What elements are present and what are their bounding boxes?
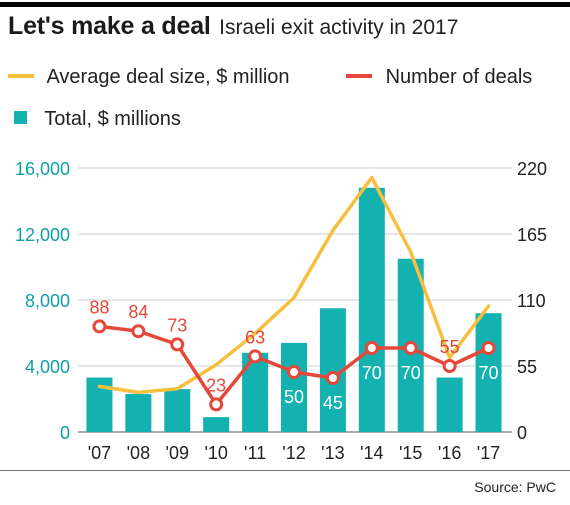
deal-count-label: 23	[206, 375, 226, 395]
deal-count-point	[481, 341, 496, 355]
deal-count-label: 63	[245, 327, 265, 347]
left-axis-tick-label: 4,000	[25, 357, 70, 377]
top-rule	[0, 2, 570, 7]
bars	[86, 187, 502, 432]
lines	[92, 175, 496, 412]
deal-count-point	[364, 341, 379, 355]
deal-count-point	[403, 341, 418, 355]
legend-total-label: Total, $ millions	[44, 108, 181, 130]
right-axis-tick-label: 110	[517, 291, 546, 311]
bar	[475, 313, 502, 432]
bar	[436, 377, 463, 432]
legend-avg-deal-size: Average deal size, $ million	[8, 66, 290, 89]
bar	[164, 389, 191, 432]
bar	[242, 352, 269, 432]
bar	[125, 394, 152, 432]
deal-count-point	[248, 349, 263, 364]
left-axis-tick-label: 12,000	[15, 225, 70, 245]
bottom-rule	[0, 470, 570, 471]
x-axis-tick-label: '12	[282, 443, 305, 463]
deal-count-label: 55	[440, 337, 460, 357]
legend-avg-label: Average deal size, $ million	[46, 66, 290, 88]
x-axis-tick-label: '09	[166, 443, 189, 463]
deal-count-label: 70	[479, 363, 499, 383]
x-axis-tick-label: '11	[244, 443, 266, 463]
deal-count-label: 84	[128, 302, 148, 322]
chart-title: Let's make a deal	[8, 12, 211, 40]
x-axis-tick-label: '16	[438, 443, 461, 463]
deal-count-label: 45	[323, 393, 343, 413]
source-note: Source: PwC	[474, 479, 556, 495]
left-axis-tick-label: 0	[60, 423, 70, 443]
left-axis-tick-label: 8,000	[25, 291, 70, 311]
x-axis-tick-label: '15	[399, 443, 422, 463]
x-axis-tick-label: '07	[88, 443, 111, 463]
legend-num-swatch	[346, 73, 372, 78]
right-axis-tick-label: 0	[517, 423, 527, 443]
x-axis-tick-label: '08	[127, 443, 150, 463]
deal-count-point	[325, 371, 340, 385]
avg-deal-size-line	[97, 175, 491, 395]
chart-subtitle: Israeli exit activity in 2017	[219, 16, 459, 39]
deal-count-label: 73	[167, 315, 187, 335]
deal-count-point	[287, 365, 301, 379]
left-axis-tick-label: 16,000	[15, 159, 70, 179]
deal-count-label: 70	[401, 363, 421, 383]
legend-number-of-deals: Number of deals	[346, 66, 532, 89]
deal-count-point	[442, 359, 457, 373]
deal-count-point	[209, 397, 224, 412]
legend-total: Total, $ millions	[14, 108, 181, 131]
legend-total-swatch	[14, 111, 27, 125]
x-axis-tick-label: '10	[204, 443, 227, 463]
right-axis-tick-label: 220	[517, 159, 547, 179]
deal-count-label: 70	[362, 363, 382, 383]
header: Let's make a deal Israeli exit activity …	[8, 12, 458, 41]
labels: 0 0 4,000 55 8,000 110 12,000 165 16,000 220 '07 '0…	[15, 159, 547, 463]
combo-chart: 0 0 4,000 55 8,000 110 12,000 165 16,000 220 '07 '0…	[15, 159, 547, 463]
deal-count-point	[92, 319, 107, 334]
x-axis-tick-label: '13	[321, 443, 344, 463]
deal-count-point	[170, 337, 185, 352]
legend-avg-swatch	[8, 73, 34, 78]
deal-count-label: 50	[284, 387, 304, 407]
right-axis-tick-label: 55	[517, 357, 537, 377]
bar	[358, 187, 385, 432]
bar	[281, 342, 307, 432]
deal-count-label: 88	[89, 297, 109, 317]
x-axis-tick-label: '17	[477, 443, 500, 463]
legend-num-label: Number of deals	[385, 66, 533, 88]
bar	[203, 417, 230, 432]
right-axis-tick-label: 165	[517, 225, 547, 245]
deal-count-point	[131, 324, 146, 339]
x-axis-tick-label: '14	[360, 443, 383, 463]
